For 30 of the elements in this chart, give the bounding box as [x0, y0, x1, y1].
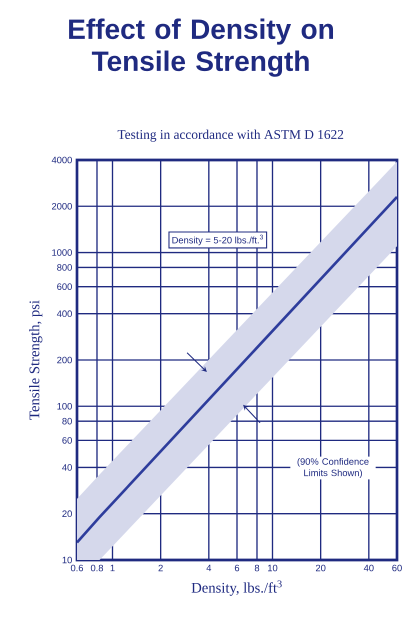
chart-subtitle: Testing in accordance with ASTM D 1622: [118, 130, 344, 142]
y-tick-label: 10: [62, 556, 72, 564]
x-tick-label: 4: [206, 564, 212, 572]
annotation: Density = 5-20 lbs./ft.$^{3}$: [172, 234, 264, 246]
y-tick-label: 100: [58, 402, 72, 410]
annotation: (90% Confidence Limits Shown): [298, 458, 369, 478]
x-tick-label: 40: [364, 564, 374, 572]
y-tick-label: 60: [62, 437, 72, 444]
y-tick-label: 600: [57, 283, 72, 290]
x-tick-label: 60: [392, 564, 402, 572]
y-tick-label: 1000: [52, 249, 72, 256]
x-axis-title: Density, lbs./ft$^{3}$: [192, 580, 282, 596]
y-tick-label: 20: [62, 510, 72, 518]
x-tick-label: 2: [158, 564, 163, 572]
y-tick-label: 2000: [52, 202, 72, 210]
x-tick-label: 1: [110, 564, 115, 572]
x-tick-label: 20: [316, 564, 326, 572]
y-tick-label: 800: [57, 264, 72, 271]
y-tick-label: 40: [62, 464, 72, 471]
x-tick-label: 6: [235, 564, 240, 572]
x-tick-label: 8: [254, 564, 260, 572]
y-axis-title: Tensile Strength, psi: [29, 300, 43, 420]
y-tick-label: 200: [57, 356, 72, 364]
y-tick-label: 4000: [52, 156, 72, 164]
x-tick-label: 0.8: [91, 564, 104, 572]
x-tick-label: 0.6: [71, 564, 84, 572]
chart-title: Effect of Density on Tensile Strength: [69, 18, 334, 77]
x-tick-label: 10: [268, 564, 278, 572]
y-tick-label: 400: [57, 310, 72, 318]
y-tick-label: 80: [62, 418, 72, 424]
